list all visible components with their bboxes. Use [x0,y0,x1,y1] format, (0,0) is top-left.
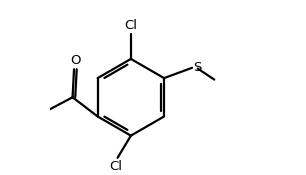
Text: S: S [193,61,202,74]
Text: O: O [70,54,80,67]
Text: Cl: Cl [124,19,137,32]
Text: Cl: Cl [110,160,123,173]
